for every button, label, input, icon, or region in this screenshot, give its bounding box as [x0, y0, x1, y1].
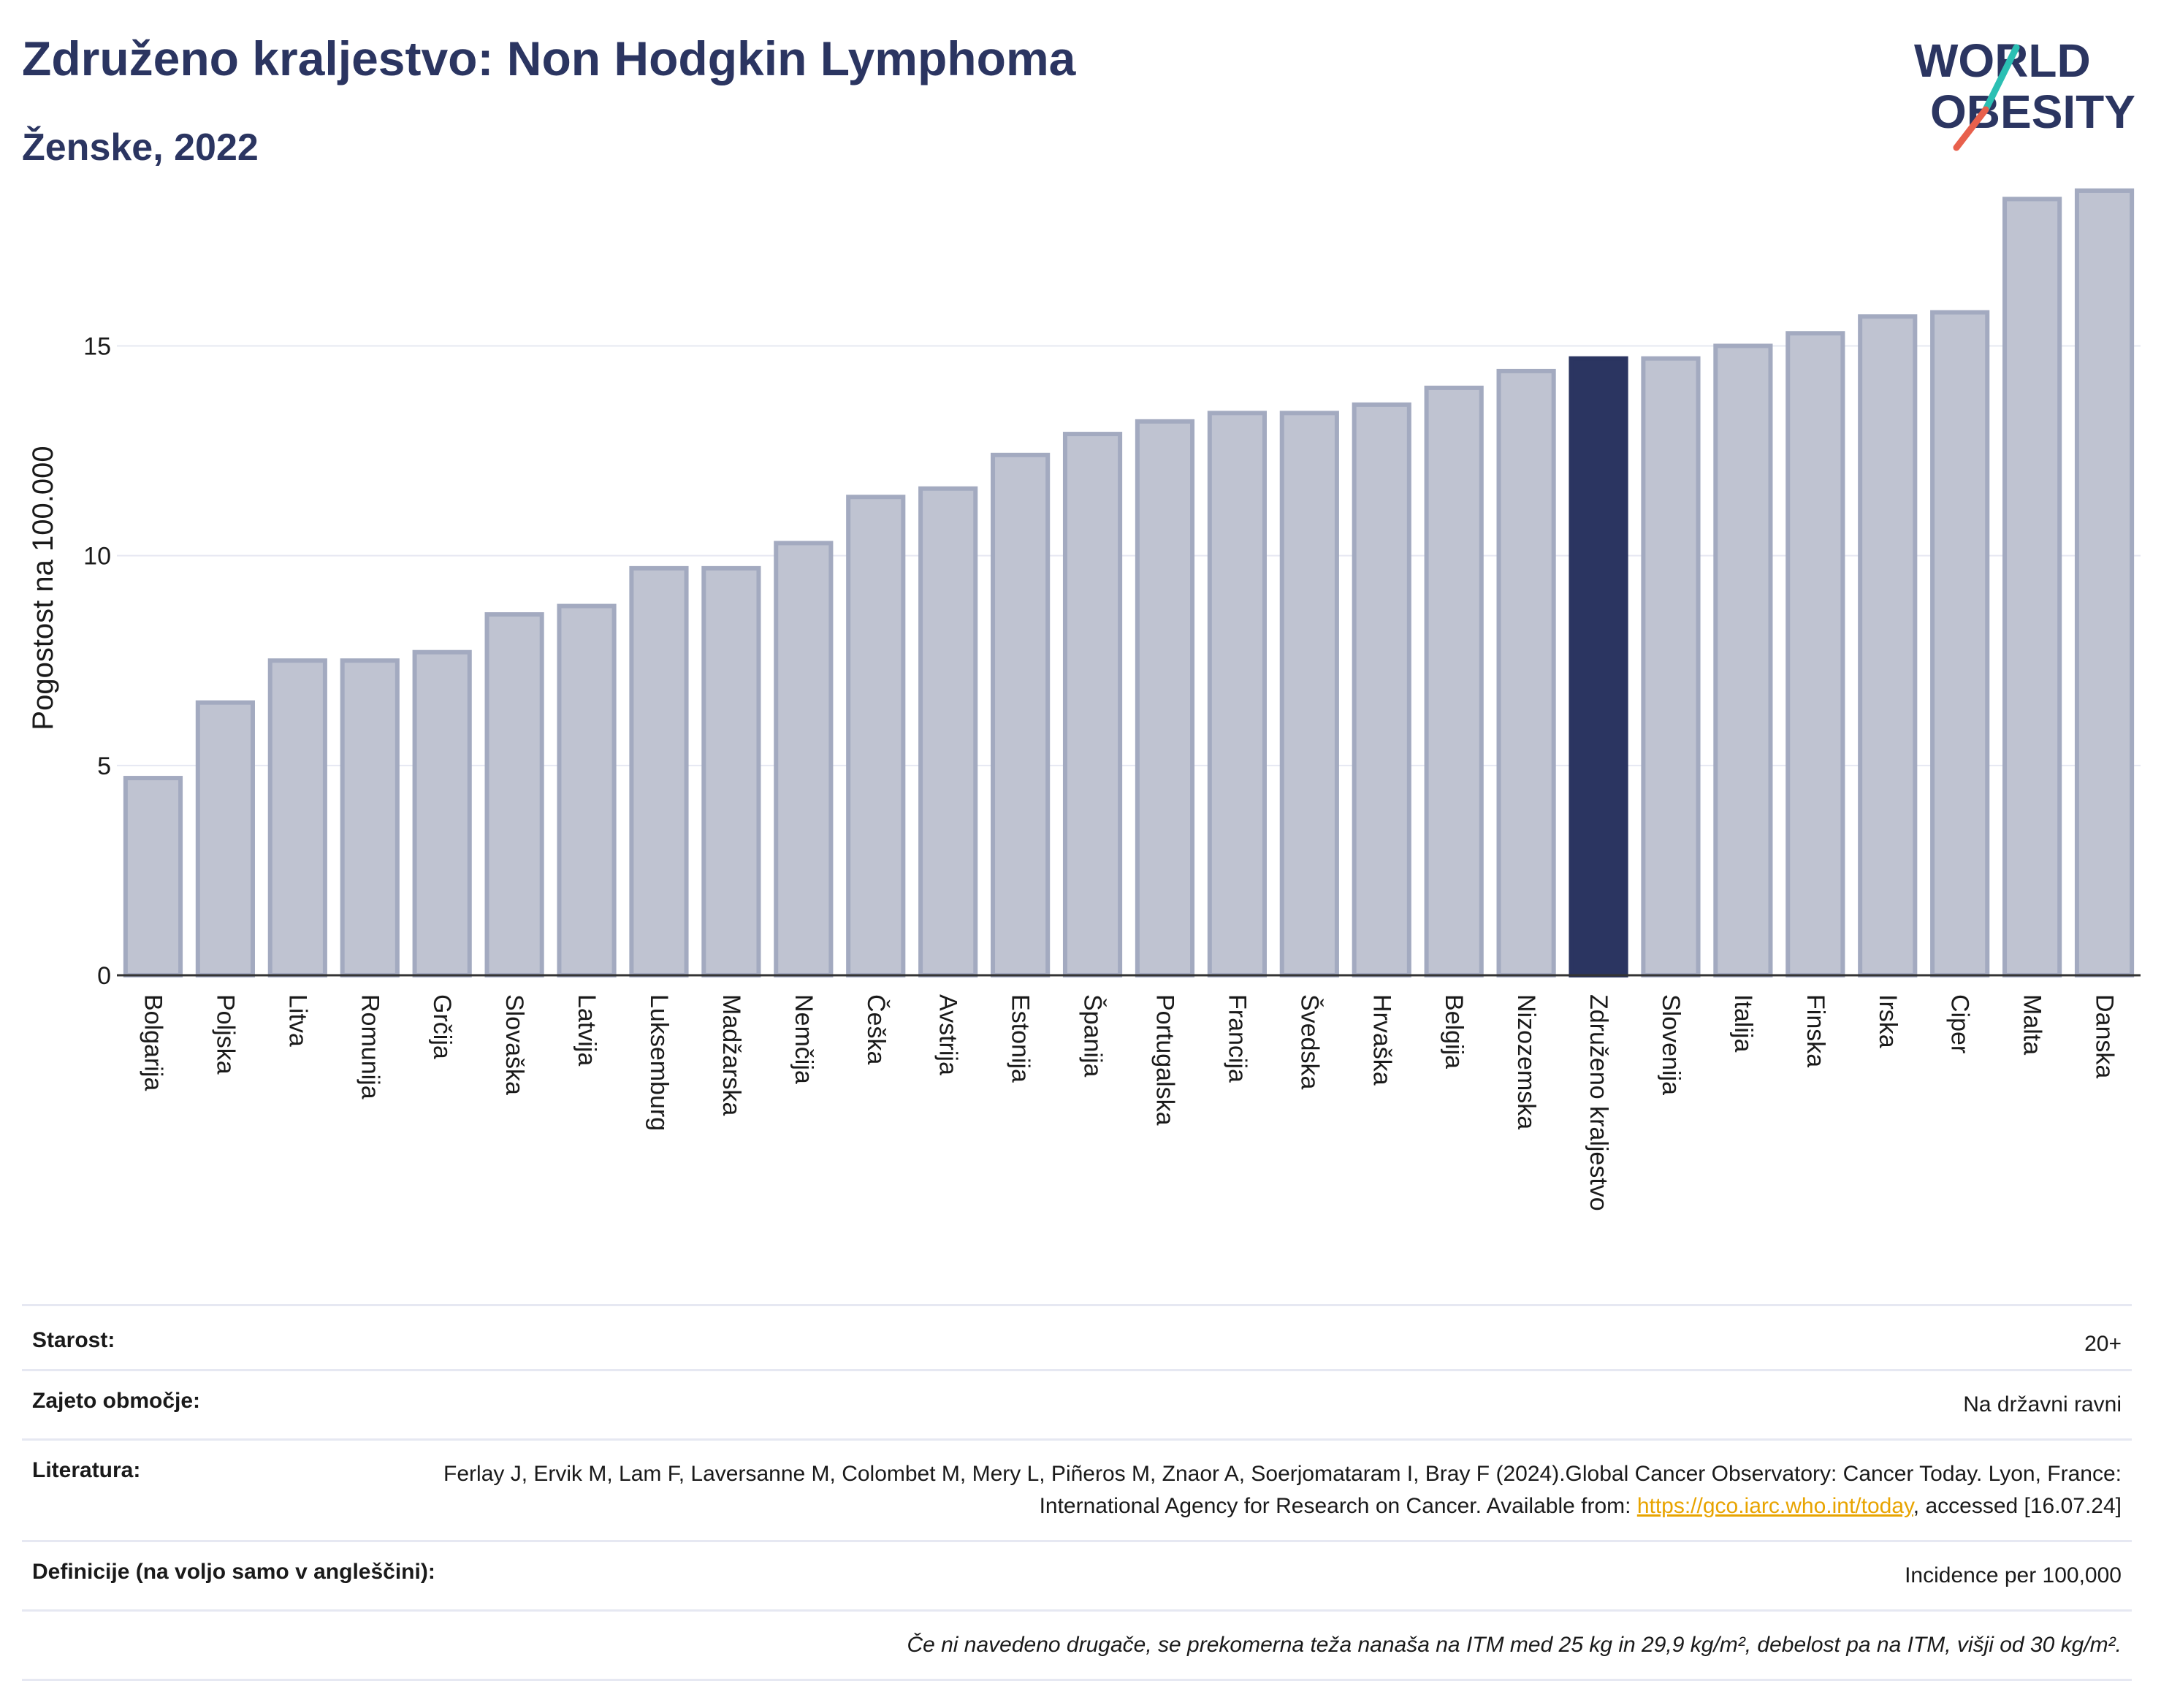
x-tick-label: Nizozemska: [1512, 994, 1540, 1129]
bar: [1785, 331, 1845, 977]
definitions-label: Definicije (na voljo samo v angleščini):: [32, 1560, 435, 1584]
bar: [1641, 356, 1701, 977]
bar: [484, 612, 544, 977]
bar: [2074, 188, 2135, 977]
page-title: Združeno kraljestvo: Non Hodgkin Lymphom…: [22, 31, 1076, 85]
x-tick-label: Portugalska: [1151, 994, 1178, 1126]
coverage-value: Na državni ravni: [1963, 1392, 2122, 1417]
meta-row-note: Če ni navedeno drugače, se prekomerna te…: [22, 1609, 2132, 1681]
bar: [123, 776, 183, 977]
bar: [1569, 356, 1628, 977]
bar: [1062, 432, 1123, 977]
bar: [1279, 411, 1339, 977]
x-tick-label: Združeno kraljestvo: [1585, 994, 1612, 1211]
bar: [1424, 385, 1484, 977]
y-tick-label: 0: [97, 962, 111, 990]
x-tick-label: Irska: [1874, 994, 1902, 1048]
x-tick-label: Poljska: [211, 994, 239, 1075]
x-tick-label: Ciper: [1946, 994, 1974, 1053]
bar: [918, 486, 978, 977]
x-tick-label: Litva: [283, 994, 311, 1047]
bar: [195, 700, 255, 978]
page-subtitle: Ženske, 2022: [22, 126, 259, 169]
x-tick-label: Slovenija: [1657, 994, 1685, 1095]
bar: [267, 658, 327, 977]
age-label: Starost:: [32, 1328, 115, 1352]
y-tick-label: 5: [97, 752, 111, 780]
bar: [1858, 314, 1918, 977]
y-tick-label: 10: [83, 543, 111, 571]
x-tick-label: Slovaška: [500, 994, 528, 1095]
bar: [1496, 368, 1556, 977]
metadata-table: Starost: 20+ Zajeto območje: Na državni …: [22, 1304, 2132, 1681]
x-tick-label: Latvija: [573, 994, 601, 1066]
bar: [2002, 197, 2062, 977]
x-tick-label: Nemčija: [790, 994, 817, 1084]
x-tick-label: Estonija: [1007, 994, 1034, 1083]
bar: [1135, 419, 1195, 977]
meta-row-age: Starost: 20+: [22, 1304, 2132, 1369]
references-text-1: Ferlay J, Ervik M, Lam F, Laversanne M, …: [443, 1462, 2122, 1518]
bar: [629, 565, 689, 977]
references-link[interactable]: https://gco.iarc.who.int/today: [1636, 1494, 1913, 1518]
footnote: Če ni navedeno drugače, se prekomerna te…: [907, 1633, 2122, 1657]
bar: [774, 541, 834, 977]
bar-chart: 0 5 10 15 Pogostost na 100.000 Bolgarija Poljs…: [27, 188, 2141, 1211]
x-tick-label: Danska: [2091, 994, 2119, 1078]
x-tick-label: Grčija: [428, 994, 456, 1059]
meta-row-definitions: Definicije (na voljo samo v angleščini):…: [22, 1540, 2132, 1609]
age-value: 20+: [2084, 1332, 2122, 1356]
x-tick-label: Češka: [862, 994, 890, 1064]
x-tick-label: Avstrija: [934, 994, 962, 1075]
logo-slash-teal: [1982, 44, 2020, 113]
bar: [412, 649, 472, 977]
x-tick-label: Romunija: [356, 994, 384, 1099]
bar: [1930, 310, 1990, 977]
x-tick-label: Italija: [1729, 994, 1757, 1052]
x-tick-label: Švedska: [1295, 994, 1323, 1089]
y-axis-label: Pogostost na 100.000: [27, 446, 59, 730]
x-tick-label: Finska: [1802, 994, 1829, 1067]
bar: [1713, 343, 1773, 977]
coverage-label: Zajeto območje:: [32, 1389, 201, 1413]
bar: [340, 658, 400, 977]
x-tick-label: Madžarska: [717, 994, 745, 1116]
x-tick-label: Španija: [1079, 994, 1107, 1078]
x-tick-label: Malta: [2019, 994, 2046, 1055]
y-tick-label: 15: [83, 332, 111, 360]
logo-slash-coral: [1953, 106, 1989, 151]
x-tick-label: Francija: [1223, 994, 1251, 1083]
meta-row-coverage: Zajeto območje: Na državni ravni: [22, 1369, 2132, 1438]
meta-row-references: Literatura: Ferlay J, Ervik M, Lam F, La…: [22, 1438, 2132, 1540]
x-tick-label: Bolgarija: [139, 994, 167, 1091]
bar: [701, 565, 761, 977]
definitions-value: Incidence per 100,000: [1905, 1563, 2122, 1587]
world-obesity-logo: WORLD OBESITY: [1914, 34, 2135, 151]
x-tick-label: Belgija: [1440, 994, 1468, 1069]
references-value: Ferlay J, Ervik M, Lam F, Laversanne M, …: [441, 1458, 2122, 1522]
x-tick-label: Luksemburg: [645, 994, 673, 1131]
bar: [557, 603, 617, 977]
bar: [1352, 402, 1411, 977]
bar: [991, 452, 1051, 977]
bar: [846, 495, 906, 977]
references-text-2: , accessed [16.07.24]: [1913, 1494, 2122, 1518]
bar: [1207, 411, 1267, 977]
x-tick-label: Hrvaška: [1368, 994, 1395, 1086]
logo-text-obesity: OBESITY: [1930, 85, 2135, 138]
references-label: Literatura:: [32, 1458, 141, 1482]
